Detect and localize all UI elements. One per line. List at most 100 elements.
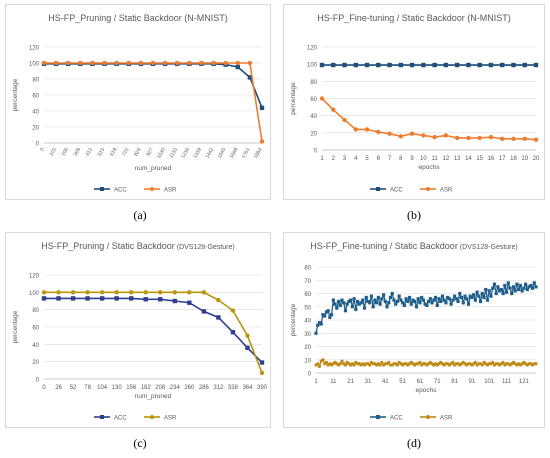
- data-point-asr: [126, 60, 131, 66]
- y-tick-label: 80: [310, 80, 317, 86]
- data-point-acc: [406, 299, 410, 304]
- data-point-asr: [511, 136, 516, 142]
- series-line-acc: [44, 297, 263, 364]
- data-point-asr: [211, 60, 216, 66]
- chart-title-suffix: (DVS128-Gesture): [458, 244, 518, 251]
- x-tick-label: 111: [502, 379, 512, 385]
- data-point-asr: [158, 290, 163, 295]
- series-line-asr: [321, 97, 537, 141]
- data-point-asr: [41, 290, 47, 295]
- data-point-asr: [387, 131, 392, 136]
- data-point-acc: [482, 295, 486, 300]
- data-point-acc: [388, 295, 393, 300]
- data-point-acc: [401, 301, 405, 305]
- data-point-acc: [394, 302, 398, 306]
- data-point-acc: [459, 295, 464, 300]
- x-tick-label: 61: [417, 379, 424, 385]
- x-tick-label: 51: [399, 379, 406, 385]
- data-point-acc: [333, 302, 337, 306]
- data-point-acc: [447, 297, 451, 301]
- legend-marker-acc: [100, 415, 104, 419]
- data-point-asr: [491, 360, 495, 364]
- data-point-asr: [216, 297, 221, 303]
- chart-d: HS-FP_Fine-tuning / Static Backdoor (DVS…: [290, 241, 538, 421]
- x-tick-label: 1: [314, 379, 318, 385]
- gridlines: [322, 46, 536, 151]
- data-point-asr: [187, 290, 192, 295]
- data-point-acc: [466, 302, 471, 306]
- data-point-acc: [172, 298, 177, 304]
- y-tick-label: 20: [32, 126, 39, 132]
- data-point-asr: [99, 290, 105, 295]
- data-point-acc: [511, 285, 516, 289]
- data-point-acc: [347, 299, 351, 304]
- data-point-acc: [340, 298, 344, 302]
- data-point-acc: [371, 305, 375, 309]
- x-tick-label: 10: [420, 156, 427, 162]
- series-asr: [41, 60, 265, 144]
- data-point-acc: [473, 298, 477, 302]
- series-asr: [41, 290, 265, 376]
- x-tick-label: 81: [451, 379, 458, 385]
- data-point-acc: [532, 281, 536, 285]
- data-point-acc: [349, 298, 353, 302]
- legend-label-asr: ASR: [164, 187, 177, 193]
- data-point-acc: [418, 301, 422, 305]
- x-tick-label: 26: [55, 385, 62, 391]
- data-point-acc: [350, 305, 354, 309]
- data-point-acc: [494, 291, 498, 296]
- x-tick-label: 12: [443, 156, 450, 162]
- legend: ACC ASR: [370, 415, 453, 421]
- data-point-acc: [359, 301, 363, 305]
- data-point-acc: [503, 283, 507, 288]
- data-point-acc: [416, 297, 420, 301]
- data-point-acc: [357, 302, 361, 306]
- x-tick-label: 11: [432, 156, 439, 162]
- data-point-acc: [387, 62, 392, 68]
- y-tick-label: 40: [32, 343, 39, 349]
- data-point-asr: [466, 135, 471, 141]
- x-tick-label: 618: [109, 147, 118, 157]
- data-point-acc: [423, 302, 427, 306]
- x-tick-label: 20: [533, 156, 540, 162]
- x-tick-label: 1030: [156, 147, 167, 160]
- data-point-acc: [421, 62, 426, 68]
- y-tick-label: 100: [29, 62, 40, 68]
- y-tick-label: 80: [304, 266, 311, 272]
- data-point-acc: [328, 315, 332, 319]
- y-tick-label: 20: [32, 360, 39, 366]
- data-point-acc: [465, 297, 469, 301]
- data-point-acc: [472, 293, 476, 297]
- x-tick-label: 412: [85, 147, 94, 157]
- data-point-acc: [477, 294, 481, 298]
- data-point-acc: [461, 301, 465, 305]
- data-point-acc: [409, 62, 415, 68]
- data-point-acc: [470, 295, 474, 300]
- data-point-asr: [340, 359, 344, 363]
- data-point-acc: [411, 298, 415, 302]
- data-point-acc: [510, 291, 514, 296]
- y-tick-label: 60: [304, 292, 311, 298]
- data-point-acc: [527, 285, 531, 289]
- y-tick-label: 40: [310, 114, 317, 120]
- data-point-asr: [247, 60, 253, 66]
- data-point-acc: [316, 323, 320, 327]
- data-point-acc: [446, 295, 450, 300]
- x-tick-label: 1648: [229, 147, 240, 160]
- x-tick-label: 182: [141, 385, 152, 391]
- caption-c: (c): [133, 436, 147, 450]
- data-point-acc: [323, 314, 327, 318]
- y-axis-label: percentage: [290, 303, 297, 336]
- x-tick-label: 91: [469, 379, 476, 385]
- data-point-acc: [399, 298, 403, 302]
- data-point-asr: [409, 131, 415, 136]
- data-point-acc: [454, 62, 460, 68]
- data-point-asr: [378, 363, 382, 367]
- data-point-acc: [85, 296, 90, 301]
- data-point-acc: [499, 287, 503, 292]
- data-point-acc: [385, 305, 389, 309]
- legend-marker-asr: [150, 415, 154, 419]
- data-point-asr: [421, 133, 426, 138]
- data-point-asr: [66, 60, 71, 66]
- x-tick-label: 52: [70, 385, 77, 391]
